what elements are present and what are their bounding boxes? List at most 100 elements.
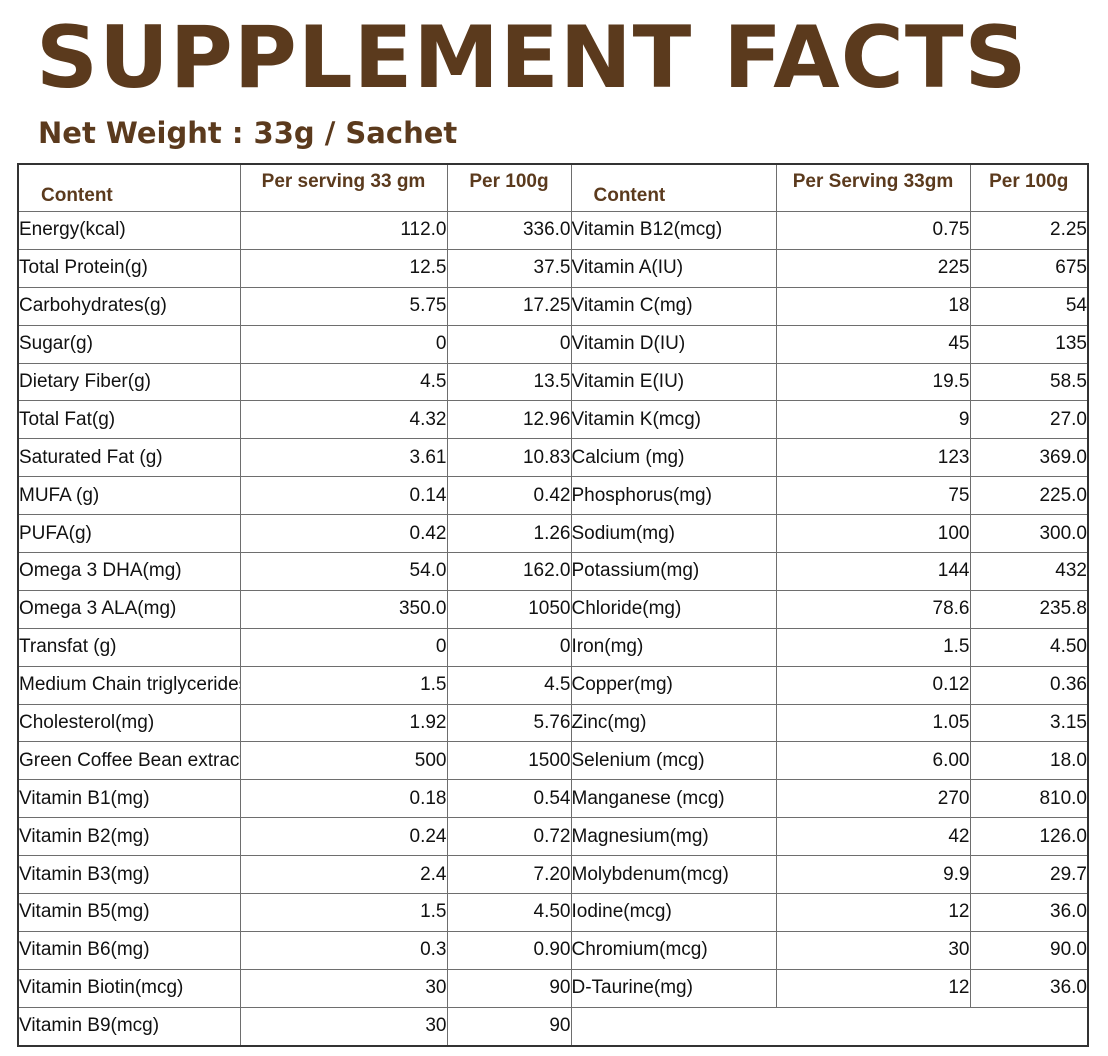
per-100g-value: 18.0	[969, 741, 1089, 781]
supplement-facts-table: Content Per serving 33 gm Per 100g Conte…	[17, 163, 1089, 1047]
per-100g-value: 54	[969, 286, 1089, 326]
per-100g-value: 17.25	[446, 286, 572, 326]
per-100g-value: 1.26	[446, 514, 572, 554]
header-content-left: Content	[17, 163, 241, 212]
per-100g-value: 162.0	[446, 552, 572, 591]
header-per-serving-right: Per Serving 33gm	[775, 163, 971, 212]
nutrient-name: Sugar(g)	[17, 324, 241, 364]
nutrient-name: Potassium(mg)	[570, 552, 777, 591]
per-serving-value: 225	[775, 248, 971, 288]
per-100g-value: 2.25	[969, 211, 1089, 250]
per-serving-value: 5.75	[239, 286, 448, 326]
per-serving-value: 6.00	[775, 741, 971, 781]
per-serving-value: 112.0	[239, 211, 448, 250]
per-100g-value: 1050	[446, 589, 572, 629]
nutrient-name: Vitamin D(IU)	[570, 324, 777, 364]
nutrient-name: Omega 3 ALA(mg)	[17, 589, 241, 629]
table-row: Omega 3 ALA(mg) 350.0 1050 Chloride(mg) 78.6…	[17, 589, 1089, 629]
per-serving-value: 2.4	[239, 855, 448, 895]
nutrient-name: Vitamin E(IU)	[570, 362, 777, 402]
header-per-100g-right: Per 100g	[969, 163, 1089, 212]
table-row: Omega 3 DHA(mg) 54.0 162.0 Potassium(mg) 144…	[17, 552, 1089, 591]
table-row: Vitamin Biotin(mcg) 30 90 D-Taurine(mg) 12 36…	[17, 968, 1089, 1008]
per-100g-value: 675	[969, 248, 1089, 288]
per-serving-value: 0.12	[775, 665, 971, 705]
table-row: Carbohydrates(g) 5.75 17.25 Vitamin C(mg) 18…	[17, 286, 1089, 326]
per-100g-value: 336.0	[446, 211, 572, 250]
per-serving-value: 19.5	[775, 362, 971, 402]
per-100g-value: 90	[446, 968, 572, 1008]
nutrient-name: D-Taurine(mg)	[570, 968, 777, 1008]
per-serving-value: 9	[775, 400, 971, 440]
table-row: MUFA (g) 0.14 0.42 Phosphorus(mg) 75 225.0	[17, 476, 1089, 516]
nutrient-name: MUFA (g)	[17, 476, 241, 516]
nutrient-name: Magnesium(mg)	[570, 817, 777, 857]
per-100g-value: 810.0	[969, 779, 1089, 819]
empty-cell	[570, 1006, 1089, 1047]
per-100g-value: 3.15	[969, 703, 1089, 743]
per-serving-value: 100	[775, 514, 971, 554]
per-100g-value: 4.50	[446, 893, 572, 932]
nutrient-name: Total Fat(g)	[17, 400, 241, 440]
per-100g-value: 27.0	[969, 400, 1089, 440]
nutrient-name: Chromium(mcg)	[570, 930, 777, 970]
table-row: Transfat (g) 0 0 Iron(mg) 1.5 4.50	[17, 627, 1089, 667]
per-serving-value: 4.32	[239, 400, 448, 440]
per-serving-value: 0	[239, 627, 448, 667]
nutrient-name: Vitamin A(IU)	[570, 248, 777, 288]
per-serving-value: 123	[775, 438, 971, 478]
per-serving-value: 9.9	[775, 855, 971, 895]
table-body: Energy(kcal) 112.0 336.0 Vitamin B12(mcg) 0.…	[17, 211, 1089, 1047]
per-100g-value: 90.0	[969, 930, 1089, 970]
per-serving-value: 1.5	[239, 893, 448, 932]
per-serving-value: 0.24	[239, 817, 448, 857]
per-100g-value: 4.5	[446, 665, 572, 705]
per-100g-value: 126.0	[969, 817, 1089, 857]
header-content-right: Content	[570, 163, 777, 212]
per-100g-value: 0.42	[446, 476, 572, 516]
table-row: Total Fat(g) 4.32 12.96 Vitamin K(mcg) 9 27.0	[17, 400, 1089, 440]
nutrient-name: Vitamin B1(mg)	[17, 779, 241, 819]
per-100g-value: 0.72	[446, 817, 572, 857]
nutrient-name: Total Protein(g)	[17, 248, 241, 288]
per-serving-value: 4.5	[239, 362, 448, 402]
nutrient-name: Dietary Fiber(g)	[17, 362, 241, 402]
per-serving-value: 1.05	[775, 703, 971, 743]
header-per-100g-left: Per 100g	[446, 163, 572, 212]
per-100g-value: 36.0	[969, 893, 1089, 932]
per-serving-value: 30	[775, 930, 971, 970]
nutrient-name: Iodine(mcg)	[570, 893, 777, 932]
per-100g-value: 0.36	[969, 665, 1089, 705]
per-100g-value: 135	[969, 324, 1089, 364]
per-serving-value: 54.0	[239, 552, 448, 591]
table-row: Vitamin B9(mcg) 30 90	[17, 1006, 1089, 1047]
per-serving-value: 0.14	[239, 476, 448, 516]
table-row: Vitamin B6(mg) 0.3 0.90 Chromium(mcg) 30 90.0	[17, 930, 1089, 970]
per-100g-value: 225.0	[969, 476, 1089, 516]
per-serving-value: 18	[775, 286, 971, 326]
per-serving-value: 350.0	[239, 589, 448, 629]
nutrient-name: Omega 3 DHA(mg)	[17, 552, 241, 591]
per-100g-value: 36.0	[969, 968, 1089, 1008]
per-100g-value: 0.90	[446, 930, 572, 970]
per-100g-value: 37.5	[446, 248, 572, 288]
per-serving-value: 1.92	[239, 703, 448, 743]
table-header-row: Content Per serving 33 gm Per 100g Conte…	[17, 163, 1089, 212]
per-serving-value: 30	[239, 968, 448, 1008]
table-row: Vitamin B1(mg) 0.18 0.54 Manganese (mcg) 270…	[17, 779, 1089, 819]
nutrient-name: Molybdenum(mcg)	[570, 855, 777, 895]
table-row: Dietary Fiber(g) 4.5 13.5 Vitamin E(IU) 19.5…	[17, 362, 1089, 402]
per-100g-value: 58.5	[969, 362, 1089, 402]
nutrient-name: Vitamin B2(mg)	[17, 817, 241, 857]
table-row: Green Coffee Bean extract(mg)5001500Sele…	[17, 741, 1089, 781]
nutrient-name: Carbohydrates(g)	[17, 286, 241, 326]
per-serving-value: 1.5	[775, 627, 971, 667]
nutrient-name: Vitamin C(mg)	[570, 286, 777, 326]
per-100g-value: 0	[446, 324, 572, 364]
nutrient-name: Iron(mg)	[570, 627, 777, 667]
per-100g-value: 0	[446, 627, 572, 667]
table-row: PUFA(g) 0.42 1.26 Sodium(mg) 100 300.0	[17, 514, 1089, 554]
per-serving-value: 0.3	[239, 930, 448, 970]
table-row: Sugar(g) 0 0 Vitamin D(IU) 45 135	[17, 324, 1089, 364]
table-row: Vitamin B2(mg) 0.24 0.72 Magnesium(mg) 42 126…	[17, 817, 1089, 857]
